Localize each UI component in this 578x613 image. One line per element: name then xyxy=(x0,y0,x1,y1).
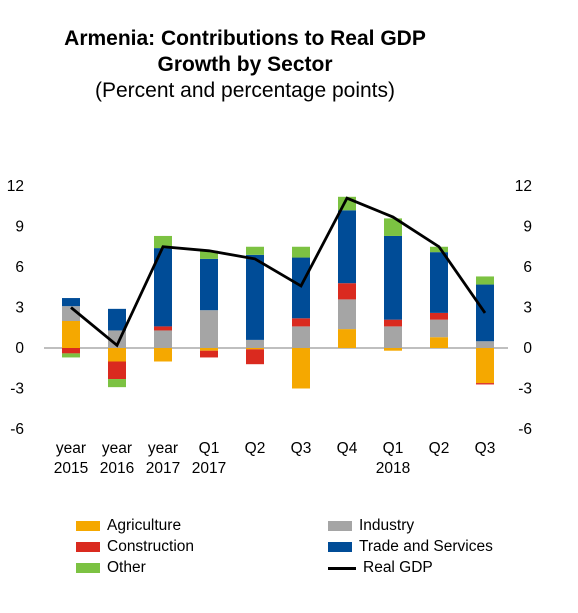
x-tick-sublabel-2: 2017 xyxy=(146,460,180,477)
y-tick-label-left: -6 xyxy=(10,421,24,438)
bar-industry-6 xyxy=(338,299,356,330)
legend-item-real-gdp: Real GDP xyxy=(328,559,433,577)
x-tick-label-0: year xyxy=(56,440,86,457)
y-tick-label-left: 12 xyxy=(7,178,24,195)
y-tick-label-left: 3 xyxy=(15,300,24,317)
x-tick-label-6: Q4 xyxy=(337,440,358,457)
bar-other-2 xyxy=(154,235,172,249)
bar-trade-7 xyxy=(384,235,402,320)
x-tick-label-3: Q1 xyxy=(199,440,220,457)
bar-agriculture-4 xyxy=(246,348,264,350)
y-tick-label-left: -3 xyxy=(10,381,24,398)
real-gdp-line xyxy=(70,196,487,348)
legend-item-construction: Construction xyxy=(76,538,194,556)
y-tick-label-right: 12 xyxy=(515,178,532,195)
legend-swatch-construction xyxy=(76,542,100,552)
bar-trade-3 xyxy=(200,258,218,311)
x-tick-sublabel-7: 2018 xyxy=(376,460,410,477)
bar-other-4 xyxy=(246,246,264,255)
x-tick-label-4: Q2 xyxy=(245,440,266,457)
contributions-chart: 12 12 9 9 6 6 3 3 0 0 -3 -3 -6 -6 year 2015 year 2016 year… xyxy=(7,178,533,477)
legend-swatch-real-gdp xyxy=(328,566,356,570)
bar-construction-3 xyxy=(200,350,218,358)
bar-construction-8 xyxy=(430,312,448,320)
legend-label-real-gdp: Real GDP xyxy=(363,559,433,576)
bar-industry-4 xyxy=(246,339,264,348)
bar-agriculture-5 xyxy=(292,348,310,389)
x-tick-label-2: year xyxy=(148,440,178,457)
bar-agriculture-2 xyxy=(154,348,172,362)
y-tick-label-right: -3 xyxy=(518,381,532,398)
bar-other-9 xyxy=(476,276,494,285)
y-tick-label-right: -6 xyxy=(518,421,532,438)
bar-agriculture-1 xyxy=(108,348,126,362)
bar-other-5 xyxy=(292,246,310,258)
chart-subtitle: (Percent and percentage points) xyxy=(94,79,396,102)
x-tick-label-9: Q3 xyxy=(475,440,496,457)
y-tick-label-right: 6 xyxy=(523,259,532,276)
bar-other-0 xyxy=(62,353,80,358)
y-tick-label-right: 9 xyxy=(523,219,532,236)
y-tick-label-left: 0 xyxy=(15,340,24,357)
y-tick-label-left: 9 xyxy=(15,219,24,236)
bar-other-3 xyxy=(200,250,218,259)
bar-trade-5 xyxy=(292,257,310,319)
legend-item-trade-and-services: Trade and Services xyxy=(328,538,493,556)
legend-item-industry: Industry xyxy=(328,517,414,535)
y-tick-label-left: 6 xyxy=(15,259,24,276)
chart-title-block: Armenia: Contributions to Real GDP Growt… xyxy=(0,26,490,104)
bar-construction-6 xyxy=(338,283,356,300)
x-tick-sublabel-1: 2016 xyxy=(100,460,134,477)
bar-agriculture-8 xyxy=(430,337,448,348)
bar-agriculture-7 xyxy=(384,348,402,351)
x-tick-label-8: Q2 xyxy=(429,440,450,457)
legend-item-agriculture: Agriculture xyxy=(76,517,181,535)
legend-swatch-trade-and-services xyxy=(328,542,352,552)
bar-agriculture-3 xyxy=(200,348,218,351)
bar-construction-1 xyxy=(108,361,126,380)
legend-swatch-agriculture xyxy=(76,521,100,531)
bar-construction-2 xyxy=(154,326,172,331)
bar-construction-0 xyxy=(62,348,80,354)
x-tick-sublabel-0: 2015 xyxy=(54,460,88,477)
x-tick-label-5: Q3 xyxy=(291,440,312,457)
legend-label-other: Other xyxy=(107,559,146,576)
chart-title: Armenia: Contributions to Real GDP xyxy=(64,27,426,50)
bar-industry-3 xyxy=(200,310,218,348)
legend-label-trade-and-services: Trade and Services xyxy=(359,538,493,555)
bar-industry-9 xyxy=(476,341,494,348)
bar-other-1 xyxy=(108,379,126,388)
x-tick-label-1: year xyxy=(102,440,132,457)
bar-industry-8 xyxy=(430,319,448,338)
y-tick-label-right: 3 xyxy=(523,300,532,317)
bar-construction-5 xyxy=(292,318,310,327)
bar-other-8 xyxy=(430,246,448,253)
x-tick-sublabel-3: 2017 xyxy=(192,460,226,477)
bar-agriculture-6 xyxy=(338,329,356,348)
bar-industry-7 xyxy=(384,326,402,348)
bar-trade-6 xyxy=(338,210,356,284)
legend-swatch-other xyxy=(76,563,100,573)
legend-swatch-industry xyxy=(328,521,352,531)
bar-trade-2 xyxy=(154,248,172,327)
legend-item-other: Other xyxy=(76,559,146,577)
bar-construction-4 xyxy=(246,349,264,365)
bar-trade-8 xyxy=(430,252,448,313)
legend-label-construction: Construction xyxy=(107,538,195,555)
bar-agriculture-9 xyxy=(476,348,494,384)
x-tick-label-7: Q1 xyxy=(383,440,404,457)
legend-label-industry: Industry xyxy=(359,517,415,534)
bar-construction-9 xyxy=(476,383,494,385)
bar-industry-2 xyxy=(154,330,172,348)
y-tick-label-right: 0 xyxy=(523,340,532,357)
bar-trade-0 xyxy=(62,298,80,307)
chart-title-line2: Growth by Sector xyxy=(157,53,333,76)
legend-label-agriculture: Agriculture xyxy=(107,517,182,534)
bar-industry-5 xyxy=(292,326,310,348)
bar-trade-1 xyxy=(108,308,126,331)
bar-other-7 xyxy=(384,218,402,236)
bar-agriculture-0 xyxy=(62,321,80,348)
bar-trade-4 xyxy=(246,254,264,340)
bar-construction-7 xyxy=(384,319,402,327)
